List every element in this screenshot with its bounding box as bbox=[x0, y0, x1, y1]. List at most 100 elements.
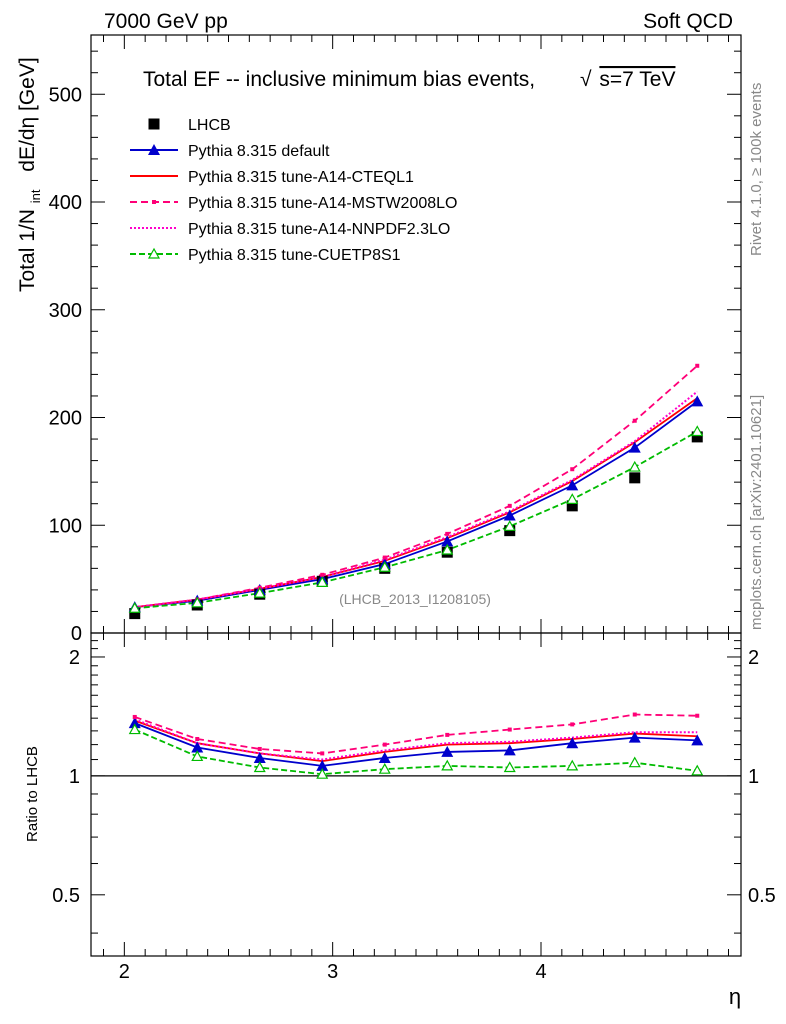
series-point bbox=[128, 601, 141, 613]
legend-label: Pythia 8.315 tune-A14-NNPDF2.3LO bbox=[188, 221, 450, 238]
series-line bbox=[134, 397, 698, 609]
analysis-label: (LHCB_2013_I1208105) bbox=[339, 591, 491, 607]
series-point bbox=[632, 418, 637, 423]
ratio-point bbox=[128, 717, 141, 729]
y-tick-label: 300 bbox=[49, 300, 82, 322]
chart-title-sqrt: √ bbox=[580, 68, 592, 91]
series-point bbox=[628, 460, 641, 472]
rivet-label: Rivet 4.1.0, ≥ 100k events bbox=[748, 83, 765, 256]
main-series-group bbox=[128, 363, 704, 620]
data-point bbox=[629, 472, 641, 484]
series-point bbox=[503, 509, 516, 521]
y-axis-label: Total 1/N int dE/dη [GeV] bbox=[16, 57, 45, 292]
ratio-point bbox=[191, 741, 204, 753]
legend-label: LHCB bbox=[188, 117, 231, 134]
series-point bbox=[445, 531, 450, 536]
ratio-point bbox=[445, 732, 450, 737]
series-line bbox=[134, 430, 698, 610]
ratio-point bbox=[128, 723, 141, 735]
ratio-point bbox=[253, 761, 266, 773]
series-line bbox=[134, 390, 698, 609]
ratio-point bbox=[632, 712, 637, 717]
ratio-point bbox=[503, 744, 516, 756]
series-point bbox=[441, 543, 454, 555]
ratio-tick-label-right: 2 bbox=[748, 647, 759, 669]
ratio-point bbox=[257, 746, 262, 751]
ratio-tick-label-right: 1 bbox=[748, 766, 759, 788]
ratio-point bbox=[195, 736, 200, 741]
series-point bbox=[503, 520, 516, 531]
ratio-point bbox=[570, 722, 575, 727]
ratio-point bbox=[378, 762, 391, 774]
ratio-tick-label-right: 0.5 bbox=[748, 885, 776, 907]
series-line bbox=[134, 400, 698, 609]
ratio-y-axis-label: Ratio to LHCB bbox=[24, 746, 41, 842]
x-tick-label: 4 bbox=[535, 961, 546, 983]
ratio-tick-label: 2 bbox=[69, 647, 80, 669]
ratio-point bbox=[566, 759, 579, 771]
ratio-series-group bbox=[128, 712, 704, 779]
ratio-point bbox=[316, 759, 329, 771]
y-tick-label: 100 bbox=[49, 515, 82, 537]
tick-labels: 2 3 4 0 100 200 300 400 500 0.5 0.5 1 1 2 2 bbox=[49, 84, 776, 983]
ratio-point bbox=[507, 727, 512, 732]
ratio-point bbox=[503, 761, 516, 773]
y-axis-label-rest: dE/dη [GeV] bbox=[16, 57, 39, 171]
series-line bbox=[134, 365, 698, 609]
series-point bbox=[316, 576, 329, 587]
legend-label: Pythia 8.315 tune-CUETP8S1 bbox=[188, 247, 401, 264]
series-point bbox=[507, 503, 512, 508]
ratio-point bbox=[253, 751, 266, 763]
ratio-line bbox=[134, 728, 698, 776]
series-point bbox=[566, 479, 579, 491]
axis-ticks bbox=[91, 35, 741, 956]
ratio-tick-label: 1 bbox=[69, 766, 80, 788]
series-point bbox=[382, 555, 387, 560]
data-point bbox=[566, 500, 578, 512]
chart-title-energy: s=7 TeV bbox=[599, 68, 675, 91]
ratio-line bbox=[134, 719, 698, 763]
series-point bbox=[566, 493, 579, 504]
series-point bbox=[691, 395, 704, 407]
x-tick-label: 3 bbox=[327, 961, 338, 983]
series-point bbox=[441, 535, 454, 547]
series-point bbox=[691, 425, 704, 437]
y-axis-label-sub: int bbox=[28, 189, 43, 203]
header-right: Soft QCD bbox=[643, 10, 733, 33]
legend-marker bbox=[147, 247, 161, 259]
x-tick-label: 2 bbox=[119, 961, 130, 983]
data-point bbox=[691, 431, 703, 443]
ratio-point bbox=[628, 731, 641, 743]
ratio-point bbox=[382, 742, 387, 747]
legend-label: Pythia 8.315 tune-A14-CTEQL1 bbox=[188, 169, 414, 186]
chart-title: Total EF -- inclusive minimum bias event… bbox=[143, 68, 675, 91]
ratio-point bbox=[628, 756, 641, 768]
ratio-point bbox=[316, 767, 329, 779]
series-point bbox=[378, 561, 391, 572]
legend-marker-data bbox=[148, 118, 160, 130]
legend-marker bbox=[152, 200, 156, 204]
ratio-point bbox=[191, 750, 204, 762]
data-point bbox=[129, 608, 141, 620]
ratio-point bbox=[132, 714, 137, 719]
ratio-line bbox=[134, 713, 698, 755]
ratio-point bbox=[691, 734, 704, 746]
ratio-point bbox=[378, 751, 391, 763]
legend-label: Pythia 8.315 default bbox=[188, 143, 330, 160]
ratio-tick-label: 0.5 bbox=[52, 885, 80, 907]
legend: LHCB Pythia 8.315 default Pythia 8.315 tun… bbox=[130, 117, 457, 264]
header-left: 7000 GeV pp bbox=[104, 10, 228, 33]
ratio-line bbox=[134, 722, 698, 767]
mcplots-label: mcplots.cern.ch [arXiv:2401.10621] bbox=[748, 395, 765, 630]
ratio-point bbox=[320, 751, 325, 756]
series-point bbox=[253, 586, 266, 598]
x-axis-label: η bbox=[729, 984, 741, 1009]
y-tick-label: 500 bbox=[49, 84, 82, 106]
ratio-point bbox=[441, 745, 454, 757]
series-point bbox=[320, 572, 325, 577]
legend-label: Pythia 8.315 tune-A14-MSTW2008LO bbox=[188, 195, 457, 212]
chart-title-text: Total EF -- inclusive minimum bias event… bbox=[143, 68, 535, 91]
ratio-point bbox=[441, 759, 454, 771]
y-axis-label-main: Total 1/N bbox=[16, 209, 39, 292]
